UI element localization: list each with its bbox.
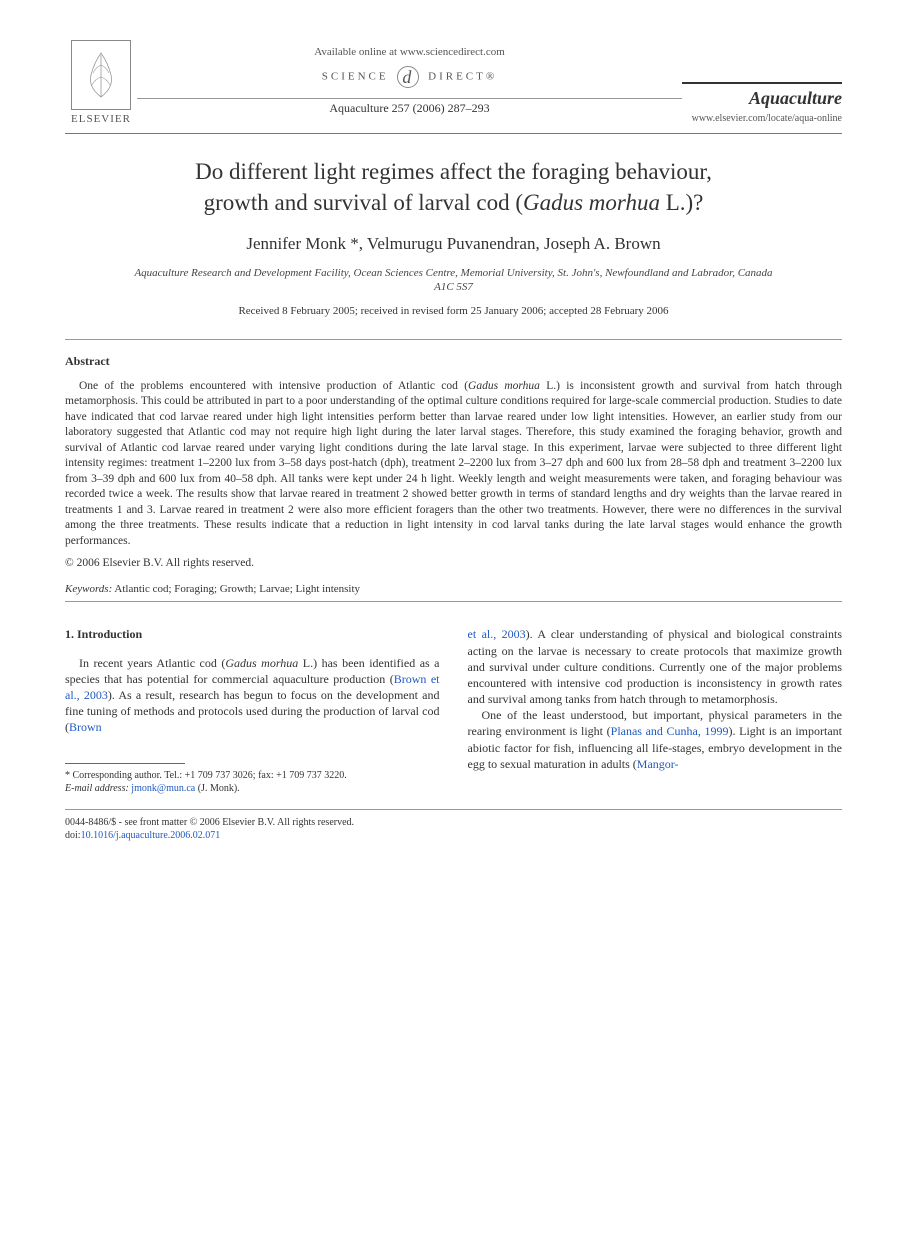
citation-link[interactable]: Mangor- (637, 757, 679, 771)
body-columns: 1. Introduction In recent years Atlantic… (65, 626, 842, 795)
citation-link[interactable]: Brown (69, 720, 102, 734)
citation-link[interactable]: Planas and Cunha, 1999 (611, 724, 729, 738)
title-line1: Do different light regimes affect the fo… (195, 159, 712, 184)
citation-link[interactable]: et al., 2003 (468, 627, 526, 641)
footer-doi: doi:10.1016/j.aquaculture.2006.02.071 (65, 829, 842, 842)
doi-label: doi: (65, 830, 81, 841)
footnote-rule (65, 763, 185, 764)
keywords-text: Atlantic cod; Foraging; Growth; Larvae; … (112, 583, 360, 595)
email-link[interactable]: jmonk@mun.ca (131, 783, 195, 794)
journal-brand-title: Aquaculture (682, 82, 842, 109)
footer-rule (65, 809, 842, 810)
header-rule (137, 98, 682, 99)
sd-d-icon: d (397, 66, 419, 88)
footer: 0044-8486/$ - see front matter © 2006 El… (65, 816, 842, 842)
title-line2b: L.)? (660, 190, 703, 215)
affiliation: Aquaculture Research and Development Fac… (125, 266, 782, 295)
email-after: (J. Monk). (195, 783, 239, 794)
abstract-paragraph: One of the problems encountered with int… (65, 379, 842, 550)
species-name: Gadus morhua (468, 380, 540, 392)
species-name: Gadus morhua (225, 656, 298, 670)
intro-p1-cont: et al., 2003). A clear understanding of … (468, 626, 843, 707)
keywords-label: Keywords: (65, 583, 112, 595)
sciencedirect-logo: SCIENCE d DIRECT® (137, 66, 682, 88)
journal-brand: Aquaculture www.elsevier.com/locate/aqua… (682, 40, 842, 124)
header-center: Available online at www.sciencedirect.co… (137, 40, 682, 116)
sd-right: DIRECT® (428, 71, 497, 83)
journal-reference: Aquaculture 257 (2006) 287–293 (137, 101, 682, 116)
abstract-body: One of the problems encountered with int… (65, 379, 842, 550)
corresponding-author-footnote: * Corresponding author. Tel.: +1 709 737… (65, 769, 440, 795)
keywords-bottom-rule (65, 601, 842, 602)
header: ELSEVIER Available online at www.science… (65, 40, 842, 125)
title-line2a: growth and survival of larval cod ( (204, 190, 523, 215)
abstract-heading: Abstract (65, 354, 842, 369)
article-dates: Received 8 February 2005; received in re… (65, 305, 842, 317)
journal-url[interactable]: www.elsevier.com/locate/aqua-online (682, 113, 842, 124)
doi-link[interactable]: 10.1016/j.aquaculture.2006.02.071 (81, 830, 221, 841)
intro-heading: 1. Introduction (65, 626, 440, 642)
title-species: Gadus morhua (523, 190, 660, 215)
sd-left: SCIENCE (322, 71, 389, 83)
footnote-email-line: E-mail address: jmonk@mun.ca (J. Monk). (65, 782, 440, 795)
available-online-text: Available online at www.sciencedirect.co… (137, 46, 682, 58)
authors: Jennifer Monk *, Velmurugu Puvanendran, … (65, 234, 842, 254)
article-title: Do different light regimes affect the fo… (95, 156, 812, 218)
abstract-top-rule (65, 339, 842, 340)
column-right: et al., 2003). A clear understanding of … (468, 626, 843, 795)
header-bottom-rule (65, 133, 842, 134)
footnote-corr: * Corresponding author. Tel.: +1 709 737… (65, 769, 440, 782)
copyright-line: © 2006 Elsevier B.V. All rights reserved… (65, 557, 842, 569)
elsevier-tree-icon (71, 40, 131, 110)
footer-copyright: 0044-8486/$ - see front matter © 2006 El… (65, 816, 842, 829)
elsevier-logo: ELSEVIER (65, 40, 137, 125)
keywords: Keywords: Atlantic cod; Foraging; Growth… (65, 583, 842, 595)
intro-p2: One of the least understood, but importa… (468, 707, 843, 772)
column-left: 1. Introduction In recent years Atlantic… (65, 626, 440, 795)
elsevier-text: ELSEVIER (71, 113, 131, 125)
intro-p1: In recent years Atlantic cod (Gadus morh… (65, 655, 440, 736)
email-label: E-mail address: (65, 783, 129, 794)
